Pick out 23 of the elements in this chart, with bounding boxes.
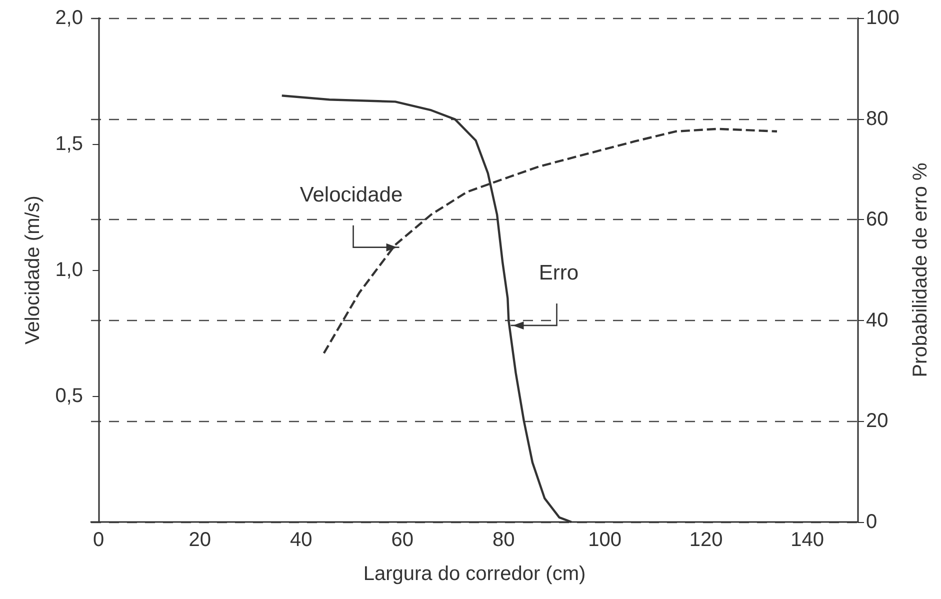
y2-tick-label: 40 — [866, 309, 888, 332]
y2-tick-label: 100 — [866, 7, 900, 29]
y2-axis-title: Probabilidade de erro % — [909, 162, 932, 378]
y-axis-title: Velocidade (m/s) — [22, 196, 44, 344]
y-tick-label: 0,5 — [55, 385, 83, 407]
annotation: Velocidade — [300, 183, 403, 206]
y2-tick-label: 0 — [866, 511, 878, 533]
x-tick-label: 120 — [689, 529, 723, 551]
y2-tick-label: 80 — [866, 108, 888, 130]
annotation: Erro — [538, 261, 579, 284]
y-tick-label: 1,0 — [55, 259, 83, 281]
y-tick-label: 1,5 — [55, 133, 83, 155]
x-axis-title: Largura do corredor (cm) — [363, 563, 586, 585]
x-tick-label: 60 — [391, 529, 414, 551]
y2-tick-label: 20 — [866, 410, 888, 432]
x-tick-label: 100 — [588, 529, 622, 551]
x-tick-label: 140 — [790, 529, 824, 551]
x-tick-label: 0 — [93, 529, 104, 551]
y2-tick-label: 60 — [866, 208, 888, 231]
y-tick-label: 2,0 — [55, 7, 83, 29]
x-tick-label: 80 — [492, 529, 515, 551]
x-tick-label: 40 — [290, 529, 312, 551]
x-tick-label: 20 — [188, 529, 211, 551]
